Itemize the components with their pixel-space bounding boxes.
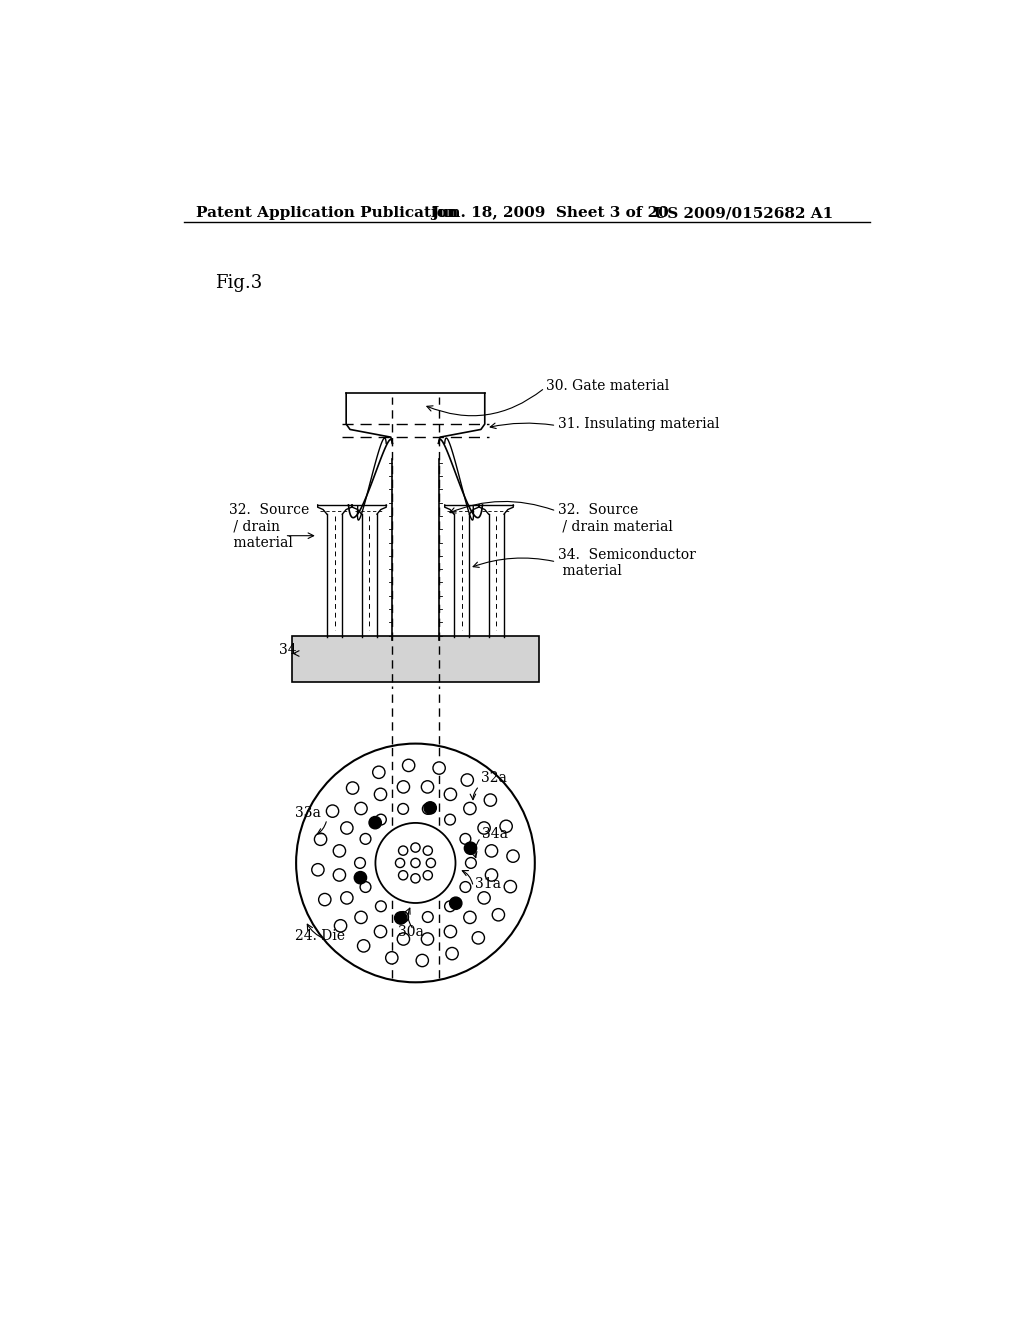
Circle shape: [327, 805, 339, 817]
Circle shape: [423, 804, 433, 814]
Circle shape: [445, 948, 459, 960]
Circle shape: [346, 781, 358, 795]
Circle shape: [354, 871, 367, 884]
Circle shape: [360, 833, 371, 845]
Circle shape: [464, 803, 476, 814]
Circle shape: [376, 902, 386, 912]
Circle shape: [444, 902, 456, 912]
Circle shape: [484, 793, 497, 807]
Circle shape: [373, 766, 385, 779]
Circle shape: [395, 858, 404, 867]
Text: 32a: 32a: [481, 771, 507, 785]
Circle shape: [355, 803, 368, 814]
Text: US 2009/0152682 A1: US 2009/0152682 A1: [654, 206, 834, 220]
Circle shape: [485, 845, 498, 857]
Circle shape: [411, 843, 420, 853]
Circle shape: [423, 871, 432, 880]
Circle shape: [460, 882, 471, 892]
Circle shape: [394, 912, 407, 924]
Circle shape: [341, 892, 353, 904]
Circle shape: [357, 940, 370, 952]
Circle shape: [485, 869, 498, 882]
Text: 31. Insulating material: 31. Insulating material: [558, 417, 720, 432]
Circle shape: [296, 743, 535, 982]
Text: 31a: 31a: [475, 876, 501, 891]
Circle shape: [421, 933, 434, 945]
Circle shape: [423, 846, 432, 855]
Text: 32.  Source
 / drain material: 32. Source / drain material: [558, 503, 673, 533]
Circle shape: [341, 822, 353, 834]
Text: 30a: 30a: [397, 925, 424, 940]
Circle shape: [397, 804, 409, 814]
Circle shape: [411, 874, 420, 883]
Circle shape: [398, 871, 408, 880]
Text: Jun. 18, 2009  Sheet 3 of 20: Jun. 18, 2009 Sheet 3 of 20: [431, 206, 669, 220]
Circle shape: [411, 858, 420, 867]
Circle shape: [507, 850, 519, 862]
Circle shape: [464, 842, 476, 854]
Circle shape: [354, 858, 366, 869]
Circle shape: [472, 932, 484, 944]
Text: Fig.3: Fig.3: [215, 275, 262, 292]
Text: 34: 34: [280, 643, 297, 656]
Circle shape: [397, 912, 409, 923]
Circle shape: [355, 911, 368, 924]
Circle shape: [397, 933, 410, 945]
Circle shape: [424, 801, 436, 814]
Text: 30. Gate material: 30. Gate material: [547, 379, 670, 392]
Text: 32.  Source
 / drain
 material: 32. Source / drain material: [229, 503, 309, 549]
Circle shape: [402, 759, 415, 772]
Circle shape: [460, 833, 471, 845]
Circle shape: [335, 920, 347, 932]
Circle shape: [333, 869, 345, 882]
Circle shape: [375, 925, 387, 937]
Circle shape: [466, 858, 476, 869]
Text: 34.  Semiconductor
 material: 34. Semiconductor material: [558, 548, 695, 578]
Circle shape: [416, 954, 428, 966]
Circle shape: [464, 911, 476, 924]
Circle shape: [504, 880, 516, 892]
Circle shape: [444, 814, 456, 825]
Circle shape: [444, 925, 457, 937]
Circle shape: [369, 817, 381, 829]
Circle shape: [311, 863, 324, 876]
Circle shape: [423, 912, 433, 923]
Text: Patent Application Publication: Patent Application Publication: [196, 206, 458, 220]
Circle shape: [444, 788, 457, 800]
Text: 34a: 34a: [482, 826, 509, 841]
Circle shape: [478, 892, 490, 904]
Circle shape: [333, 845, 345, 857]
Circle shape: [318, 894, 331, 906]
Bar: [292, 636, 539, 682]
Circle shape: [461, 774, 473, 787]
Circle shape: [500, 820, 512, 833]
Circle shape: [360, 882, 371, 892]
Circle shape: [375, 788, 387, 800]
Circle shape: [450, 898, 462, 909]
Circle shape: [426, 858, 435, 867]
Text: 24. Die: 24. Die: [295, 929, 344, 942]
Circle shape: [493, 908, 505, 921]
Circle shape: [433, 762, 445, 775]
Text: 33a: 33a: [295, 807, 321, 820]
Circle shape: [314, 833, 327, 845]
Circle shape: [376, 822, 456, 903]
Circle shape: [376, 814, 386, 825]
Circle shape: [421, 780, 434, 793]
Circle shape: [386, 952, 398, 964]
Circle shape: [397, 780, 410, 793]
Circle shape: [398, 846, 408, 855]
Circle shape: [478, 822, 490, 834]
